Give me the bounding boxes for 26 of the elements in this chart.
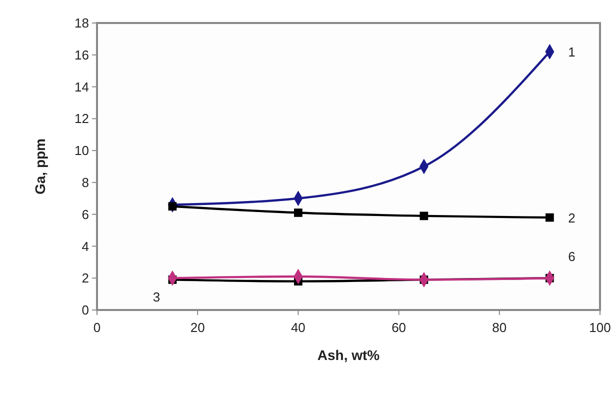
- y-tick-label: 6: [82, 206, 89, 222]
- x-tick-label: 60: [392, 320, 406, 335]
- y-tick-label: 14: [74, 79, 89, 94]
- x-tick-label: 40: [290, 320, 306, 335]
- point: [546, 213, 554, 222]
- y-tick-label: 4: [82, 238, 89, 254]
- y-tick-label: 0: [82, 302, 89, 318]
- point: [294, 208, 302, 217]
- series-label: 3: [152, 290, 160, 305]
- series-label: 1: [568, 44, 576, 60]
- y-tick-label: 2: [82, 270, 89, 286]
- series-label: 2: [568, 210, 576, 226]
- series-label: 6: [568, 249, 576, 264]
- point: [168, 202, 177, 211]
- x-tick-label: 0: [93, 320, 101, 335]
- y-tick-label: 16: [74, 47, 89, 62]
- x-tick-label: 100: [589, 320, 611, 335]
- x-tick-label: 80: [492, 320, 507, 335]
- x-axis-title: Ash, wt%: [317, 347, 380, 363]
- point: [420, 212, 428, 220]
- y-tick-label: 12: [74, 111, 89, 126]
- x-tick-label: 20: [190, 320, 205, 335]
- y-tick-label: 10: [74, 143, 89, 158]
- y-tick-label: 18: [74, 16, 89, 31]
- y-axis-title: Ga, ppm: [32, 138, 48, 195]
- y-tick-label: 8: [82, 174, 89, 190]
